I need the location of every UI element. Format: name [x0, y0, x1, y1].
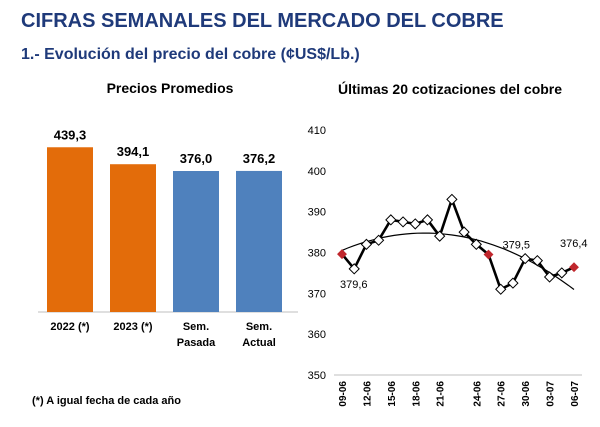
bar-2: [110, 164, 156, 312]
data-point: [434, 230, 446, 242]
data-point: [556, 267, 568, 279]
data-point: [421, 214, 434, 226]
y-tick-label: 350: [308, 370, 326, 382]
data-point: [543, 271, 556, 283]
page-title: CIFRAS SEMANALES DEL MERCADO DEL COBRE: [21, 10, 504, 32]
data-point: [409, 218, 421, 230]
x-tick-label: 15-06: [387, 381, 398, 407]
data-point: [446, 193, 458, 206]
bar-category-label: Sem.: [183, 321, 209, 333]
y-tick-label: 380: [308, 248, 326, 260]
annotation-label: 379,5: [503, 240, 531, 252]
data-point: [495, 283, 507, 295]
annotated-point: [483, 249, 494, 260]
x-tick-label: 09-06: [338, 381, 349, 407]
x-tick-label: 24-06: [472, 381, 483, 407]
data-point: [348, 263, 360, 275]
x-tick-label: 18-06: [411, 381, 422, 407]
y-tick-label: 390: [308, 207, 326, 219]
y-tick-label: 360: [308, 329, 326, 341]
y-tick-label: 400: [308, 166, 326, 178]
bar-3: [173, 171, 219, 312]
bar-4: [236, 170, 282, 312]
annotated-point: [337, 249, 347, 260]
x-tick-label: 12-06: [362, 381, 373, 407]
price-line: [340, 198, 575, 291]
data-point: [360, 238, 373, 250]
x-tick-label: 27-06: [497, 381, 508, 407]
footnote: (*) A igual fecha de cada año: [32, 395, 181, 407]
bar-value-label: 394,1: [117, 144, 150, 159]
data-point: [531, 255, 544, 267]
bar-category-label: 2022 (*): [50, 321, 89, 333]
bar-category-label: Pasada: [177, 337, 216, 349]
annotation-label: 376,4: [560, 238, 588, 250]
data-point: [470, 238, 482, 250]
bar-category-label: 2023 (*): [113, 321, 152, 333]
x-tick-label: 03-07: [546, 381, 557, 407]
bar-value-label: 376,2: [243, 151, 276, 166]
page-subtitle: 1.- Evolución del precio del cobre (¢US$…: [21, 46, 360, 63]
data-point: [397, 216, 409, 228]
data-point: [458, 226, 470, 238]
bar-value-label: 376,0: [180, 151, 213, 166]
x-tick-label: 30-06: [521, 381, 532, 407]
data-point: [519, 252, 531, 265]
y-tick-label: 370: [308, 288, 326, 300]
data-point: [385, 214, 397, 226]
annotation-label: 379,6: [340, 279, 368, 291]
bar-1: [47, 147, 93, 312]
bar-category-label: Actual: [242, 337, 276, 349]
line-chart-title: Últimas 20 cotizaciones del cobre: [337, 81, 563, 97]
y-tick-label: 410: [308, 125, 326, 137]
data-point: [507, 277, 519, 289]
annotated-point: [569, 262, 579, 273]
bar-category-label: Sem.: [246, 321, 272, 333]
data-point: [372, 234, 385, 246]
bar-value-label: 439,3: [54, 127, 87, 142]
bar-chart-title: Precios Promedios: [106, 80, 234, 96]
x-tick-label: 06-07: [570, 381, 581, 407]
x-tick-label: 21-06: [436, 381, 447, 407]
